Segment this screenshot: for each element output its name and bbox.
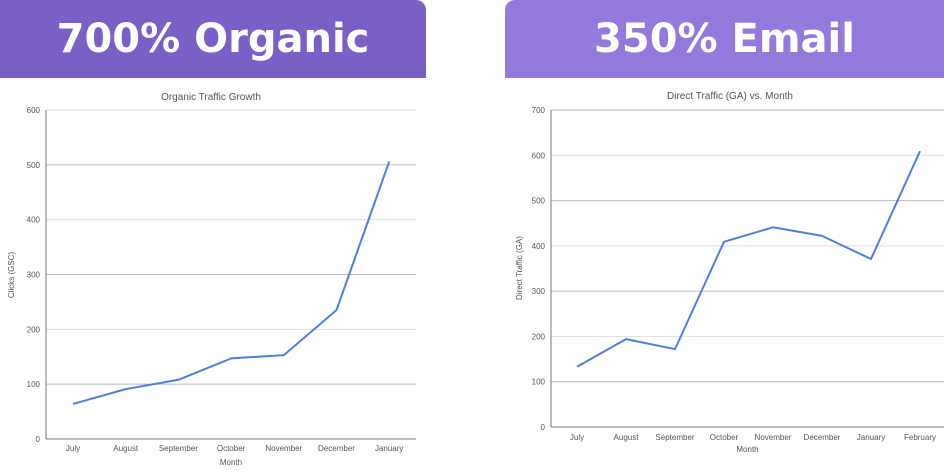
x-axis-label: Month [220,458,242,467]
email-growth-banner: 350% Email [505,0,944,78]
y-tick-label: 100 [27,380,41,389]
y-axis-label: Clicks (GSC) [7,252,16,299]
y-tick-label: 0 [36,435,41,444]
data-line [576,150,921,368]
x-tick-label: August [113,444,139,453]
y-tick-label: 600 [532,151,546,160]
x-tick-label: December [804,433,841,442]
y-tick-label: 100 [532,378,546,387]
chart-title: Direct Traffic (GA) vs. Month [667,91,793,102]
y-tick-label: 300 [532,287,546,296]
x-tick-label: September [655,433,694,442]
y-tick-label: 500 [532,197,546,206]
x-tick-label: October [710,433,739,442]
x-tick-label: August [614,433,640,442]
organic-growth-banner: 700% Organic [0,0,426,78]
y-tick-label: 600 [27,106,41,115]
y-tick-label: 500 [27,161,41,170]
x-tick-label: November [265,444,302,453]
x-tick-label: October [217,444,246,453]
y-tick-label: 300 [27,271,41,280]
x-tick-label: December [318,444,355,453]
y-tick-label: 200 [532,332,546,341]
y-tick-label: 400 [532,242,546,251]
x-tick-label: November [755,433,792,442]
data-line [72,161,391,405]
x-tick-label: January [857,433,885,442]
x-tick-label: February [904,433,936,442]
chart-title: Organic Traffic Growth [161,92,261,103]
y-tick-label: 200 [27,325,41,334]
y-tick-label: 0 [541,423,546,432]
y-tick-label: 700 [532,106,546,115]
x-tick-label: July [570,433,584,442]
x-tick-label: July [66,444,80,453]
x-axis-label: Month [736,445,758,454]
y-tick-label: 400 [27,216,41,225]
x-tick-label: September [159,444,198,453]
x-tick-label: January [375,444,403,453]
y-axis-label: Direct Traffic (GA) [515,236,524,300]
